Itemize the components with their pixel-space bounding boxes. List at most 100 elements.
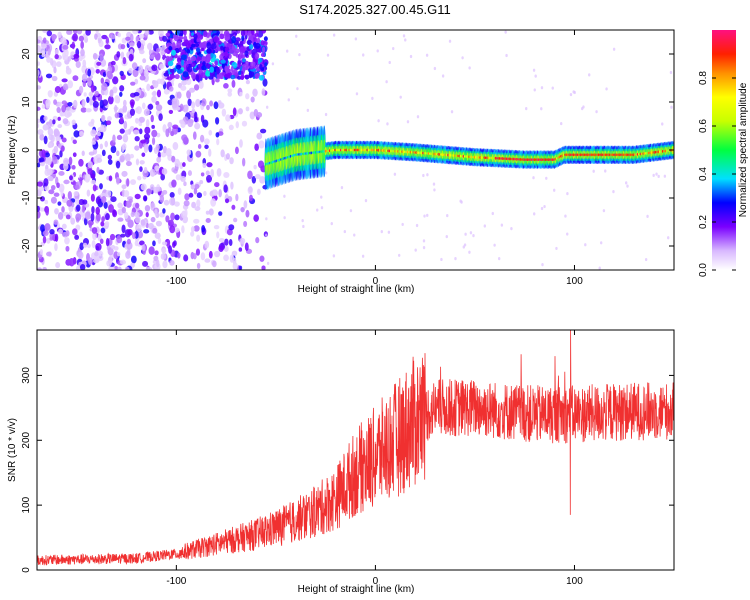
spectrogram-dense-blob bbox=[219, 33, 225, 40]
spectrogram-dense-blob bbox=[191, 43, 196, 48]
spectrogram-noise-blob bbox=[203, 138, 210, 145]
spectrogram-noise-blob bbox=[87, 168, 93, 175]
spectrogram-dense-blob bbox=[201, 65, 207, 71]
spectrogram-noise-blob bbox=[110, 34, 116, 40]
spectrogram-noise-blob bbox=[155, 144, 160, 151]
spectrogram-noise-blob bbox=[169, 225, 176, 234]
spectrogram-noise-blob bbox=[114, 112, 120, 119]
spectrogram-noise-blob bbox=[133, 211, 140, 218]
spectrogram-noise-blob bbox=[139, 166, 143, 172]
spectrogram-sparse-blob bbox=[657, 174, 660, 179]
spectrogram-dense-blob bbox=[203, 45, 207, 49]
spectrogram-noise-blob bbox=[114, 104, 118, 114]
spectrogram-noise-blob bbox=[191, 201, 197, 209]
spectrogram-noise-blob bbox=[134, 135, 140, 142]
spectrogram-noise-blob bbox=[46, 168, 53, 176]
spectrogram-sparse-blob bbox=[491, 211, 494, 216]
spectrogram-noise-blob bbox=[229, 157, 234, 165]
spectrogram-noise-blob bbox=[175, 174, 181, 181]
spectrogram-noise-blob bbox=[123, 211, 129, 220]
spectrogram-noise-blob bbox=[235, 193, 239, 202]
spectrogram-noise-blob bbox=[197, 144, 202, 150]
spectrogram-noise-blob bbox=[99, 53, 104, 62]
spectrogram-sparse-blob bbox=[287, 98, 290, 102]
spectrogram-dense-blob bbox=[233, 48, 240, 54]
spectrogram-x-tick-label: 0 bbox=[373, 276, 379, 287]
spectrogram-dense-blob bbox=[200, 72, 207, 79]
spectrogram-dense-blob bbox=[254, 72, 261, 79]
spectrogram-noise-blob bbox=[151, 91, 157, 97]
spectrogram-x-tick-label: -100 bbox=[166, 276, 186, 287]
snr-x-label: Height of straight line (km) bbox=[298, 584, 415, 595]
spectrogram-sparse-blob bbox=[534, 74, 537, 78]
snr-frame bbox=[36, 329, 675, 571]
spectrogram-noise-blob bbox=[224, 198, 230, 204]
spectrogram-dense-blob bbox=[164, 48, 169, 53]
spectrogram-noise-blob bbox=[75, 60, 81, 69]
spectrogram-noise-blob bbox=[96, 131, 101, 137]
snr-panel: -100 0 100 0 100 200 300 Height of straight l… bbox=[7, 329, 675, 595]
spectrogram-noise-blob bbox=[54, 86, 61, 94]
spectrogram-noise-blob bbox=[261, 265, 266, 270]
spectrogram-noise-blob bbox=[145, 119, 150, 128]
spectrogram-sparse-blob bbox=[386, 122, 389, 126]
spectrogram-noise-blob bbox=[52, 234, 56, 241]
spectrogram-noise-blob bbox=[205, 218, 211, 223]
spectrogram-noise-blob bbox=[130, 255, 137, 264]
spectrogram-noise-blob bbox=[217, 100, 222, 105]
spectrogram-noise-blob bbox=[125, 153, 131, 163]
spectrogram-noise-blob bbox=[112, 86, 118, 94]
spectrogram-dense-blob bbox=[194, 42, 200, 48]
spectrogram-noise-blob bbox=[157, 237, 162, 244]
spectrogram-dense-blob bbox=[213, 35, 220, 43]
spectrogram-noise-blob bbox=[238, 265, 243, 270]
snr-y-axis: 0 100 200 300 bbox=[21, 367, 674, 573]
spectrogram-noise-blob bbox=[119, 155, 125, 163]
spectrogram-dense-blob bbox=[224, 65, 228, 72]
spectrogram-dense-blob bbox=[246, 39, 253, 45]
spectrogram-noise-blob bbox=[151, 129, 158, 138]
spectrogram-dense-blob bbox=[240, 54, 246, 59]
spectrogram-sparse-blob bbox=[376, 49, 379, 53]
spectrogram-noise-blob bbox=[143, 73, 149, 83]
spectrogram-noise-blob bbox=[49, 228, 55, 235]
spectrogram-noise-blob bbox=[41, 149, 46, 158]
spectrogram-dense-blob bbox=[176, 30, 181, 34]
spectrogram-noise-blob bbox=[199, 180, 204, 185]
spectrogram-noise-blob bbox=[133, 91, 140, 97]
spectrogram-noise-blob bbox=[58, 228, 64, 235]
colorbar-label: Normalized spectral amplitude bbox=[738, 82, 749, 217]
spectrogram-noise-blob bbox=[54, 233, 59, 242]
spectrogram-dense-blob bbox=[187, 56, 191, 62]
spectrogram-noise-blob bbox=[95, 243, 102, 251]
spectrogram-noise-blob bbox=[193, 84, 200, 91]
spectrogram-noise-blob bbox=[37, 122, 40, 129]
spectrogram-dense-blob bbox=[189, 30, 195, 33]
spectrogram-sparse-blob bbox=[354, 37, 358, 41]
spectrogram-noise-blob bbox=[151, 137, 156, 146]
spectrogram-noise-blob bbox=[57, 31, 62, 39]
spectrogram-noise-blob bbox=[100, 221, 105, 227]
spectrogram-sparse-blob bbox=[266, 261, 270, 265]
spectrogram-noise-blob bbox=[64, 237, 70, 245]
spectrogram-dense-blob bbox=[190, 62, 196, 68]
spectrogram-noise-blob bbox=[254, 174, 261, 180]
spectrogram-sparse-blob bbox=[468, 66, 471, 70]
spectrogram-sparse-blob bbox=[540, 107, 543, 111]
spectrogram-dense-blob bbox=[186, 65, 193, 73]
spectrogram-dense-blob bbox=[202, 61, 206, 66]
spectrogram-noise-blob bbox=[129, 108, 136, 116]
spectrogram-noise-blob bbox=[195, 248, 201, 256]
spectrogram-noise-blob bbox=[134, 193, 141, 200]
spectrogram-noise-blob bbox=[168, 245, 172, 254]
spectrogram-noise-blob bbox=[162, 241, 168, 246]
spectrogram-noise-blob bbox=[138, 34, 145, 39]
spectrogram-noise-blob bbox=[180, 120, 186, 128]
spectrogram-noise-blob bbox=[226, 228, 233, 236]
spectrogram-noise-blob bbox=[45, 207, 49, 216]
spectrogram-noise-blob bbox=[112, 209, 118, 218]
spectrogram-dense-blob bbox=[216, 67, 220, 75]
spectrogram-noise-blob bbox=[179, 103, 184, 112]
spectrogram-sparse-blob bbox=[644, 257, 648, 262]
spectrogram-sparse-blob bbox=[446, 213, 449, 218]
